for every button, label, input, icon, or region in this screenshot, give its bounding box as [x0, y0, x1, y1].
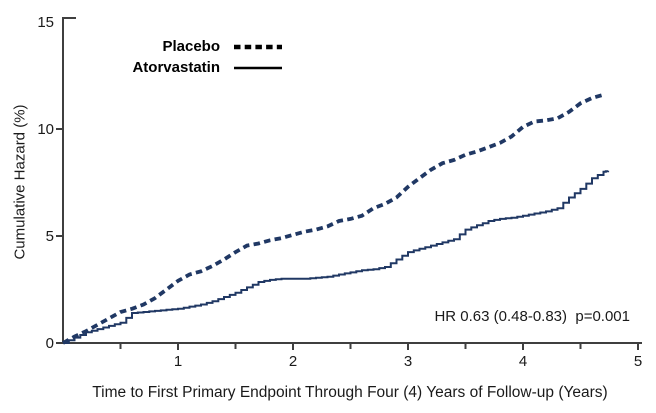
placebo-dashed-line-sample	[234, 44, 282, 49]
y-tick-label: 5	[46, 228, 54, 245]
atorvastatin-curve	[63, 170, 610, 344]
y-tick-label: 15	[37, 14, 54, 31]
hazard-ratio-annotation: HR 0.63 (0.48-0.83) p=0.001	[434, 308, 630, 325]
atorvastatin-solid-line-sample	[234, 66, 282, 69]
legend-item-placebo: Placebo	[104, 36, 284, 57]
x-axis-title: Time to First Primary Endpoint Through F…	[92, 384, 608, 401]
x-tick-label: 3	[404, 353, 412, 370]
legend-label-placebo: Placebo	[162, 38, 220, 55]
y-axis-line	[62, 17, 76, 343]
y-tick-label: 10	[37, 121, 54, 138]
x-tick-label: 1	[174, 353, 182, 370]
x-tick-label: 2	[289, 353, 297, 370]
x-tick-label: 4	[519, 353, 527, 370]
legend-item-atorvastatin: Atorvastatin	[104, 57, 284, 78]
legend: Placebo Atorvastatin	[104, 36, 284, 78]
x-tick-label: 5	[634, 353, 642, 370]
legend-label-atorvastatin: Atorvastatin	[132, 59, 220, 76]
y-tick-label: 0	[46, 335, 54, 352]
placebo-curve	[62, 92, 605, 345]
y-axis-title: Cumulative Hazard (%)	[11, 104, 29, 260]
